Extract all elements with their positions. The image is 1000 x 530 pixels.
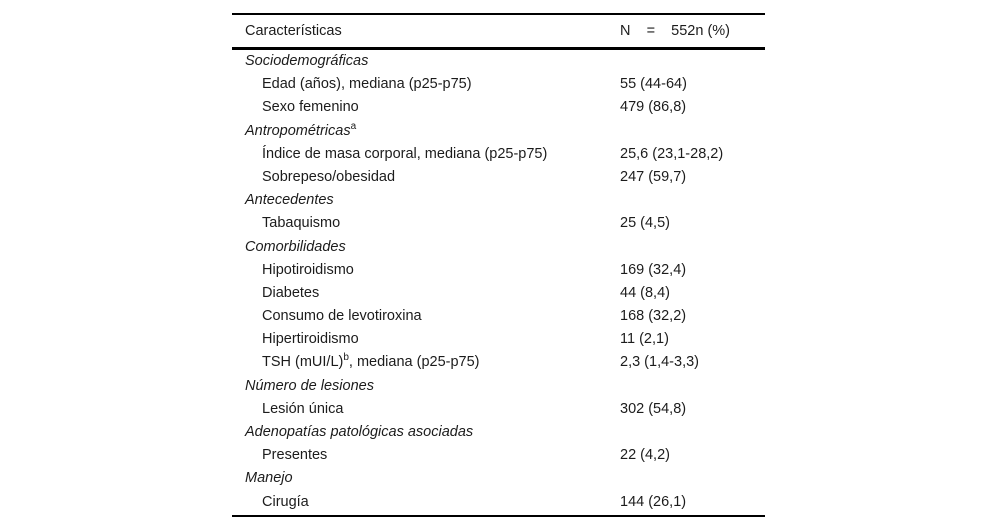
table-row: Sexo femenino 479 (86,8) [232,96,765,119]
item-label: TSH (mUI/L)b, mediana (p25-p75) [262,352,480,371]
item-label: Hipotiroidismo [262,261,354,278]
item-label: Tabaquismo [262,215,341,232]
header-n-total: N = 552n (%) [620,23,731,39]
section-title-row: Adenopatías patológicas asociadas [232,421,765,444]
item-label: Cirugía [262,493,309,510]
section-title: Comorbilidades [245,238,346,255]
header-characteristics: Características [245,23,342,39]
item-value: 169 (32,4) [620,261,687,278]
table-row: Sobrepeso/obesidad 247 (59,7) [232,166,765,189]
item-value: 25,6 (23,1-28,2) [620,145,724,162]
table-row: Índice de masa corporal, mediana (p25-p7… [232,143,765,166]
item-label: Sobrepeso/obesidad [262,168,396,185]
item-value: 247 (59,7) [620,168,687,185]
table-row: TSH (mUI/L)b, mediana (p25-p75) 2,3 (1,4-… [232,351,765,374]
table-body: Sociodemográficas Edad (años), mediana (p… [232,50,765,515]
section-title: Número de lesiones [245,377,374,394]
section-title-row: Manejo [232,467,765,490]
table-row: Consumo de levotiroxina 168 (32,2) [232,305,765,328]
table-row: Cirugía 144 (26,1) [232,491,765,514]
table-row: Diabetes 44 (8,4) [232,282,765,305]
item-value: 44 (8,4) [620,284,670,301]
footnote-marker-b: b [343,352,349,364]
table-row: Hipertiroidismo 11 (2,1) [232,328,765,351]
table-header-row: Características N = 552n (%) [232,15,765,50]
item-label: Diabetes [262,284,320,301]
item-value: 11 (2,1) [620,331,669,348]
item-label: Hipertiroidismo [262,331,359,348]
item-label: Consumo de levotiroxina [262,308,422,325]
characteristics-table: Características N = 552n (%) Sociodemogr… [232,13,765,517]
item-value: 22 (4,2) [620,447,670,464]
item-label: Edad (años), mediana (p25-p75) [262,76,472,93]
item-value: 144 (26,1) [620,493,687,510]
table-row: Presentes 22 (4,2) [232,444,765,467]
section-title-row: Antecedentes [232,189,765,212]
table-row: Lesión única 302 (54,8) [232,398,765,421]
item-value: 55 (44-64) [620,76,687,93]
item-value: 479 (86,8) [620,99,687,116]
item-value: 25 (4,5) [620,215,670,232]
table-row: Edad (años), mediana (p25-p75) 55 (44-64) [232,73,765,96]
section-title-row: Número de lesiones [232,375,765,398]
item-value: 168 (32,2) [620,308,687,325]
item-label: Presentes [262,447,328,464]
section-title: Adenopatías patológicas asociadas [245,424,474,440]
section-title: Antropométricasa [245,120,357,139]
item-value: 2,3 (1,4-3,3) [620,354,699,371]
item-label: Lesión única [262,400,344,417]
section-title: Antecedentes [245,192,334,209]
item-value: 302 (54,8) [620,400,687,417]
item-label: Índice de masa corporal, mediana (p25-p7… [262,145,548,162]
footnote-marker-a: a [350,120,357,132]
section-title-row: Antropométricasa [232,120,765,143]
section-title: Manejo [245,470,293,487]
table-row: Hipotiroidismo 169 (32,4) [232,259,765,282]
section-title-row: Sociodemográficas [232,50,765,73]
section-title: Sociodemográficas [245,53,369,69]
item-label: Sexo femenino [262,99,359,116]
table-row: Tabaquismo 25 (4,5) [232,212,765,235]
section-title-row: Comorbilidades [232,236,765,259]
